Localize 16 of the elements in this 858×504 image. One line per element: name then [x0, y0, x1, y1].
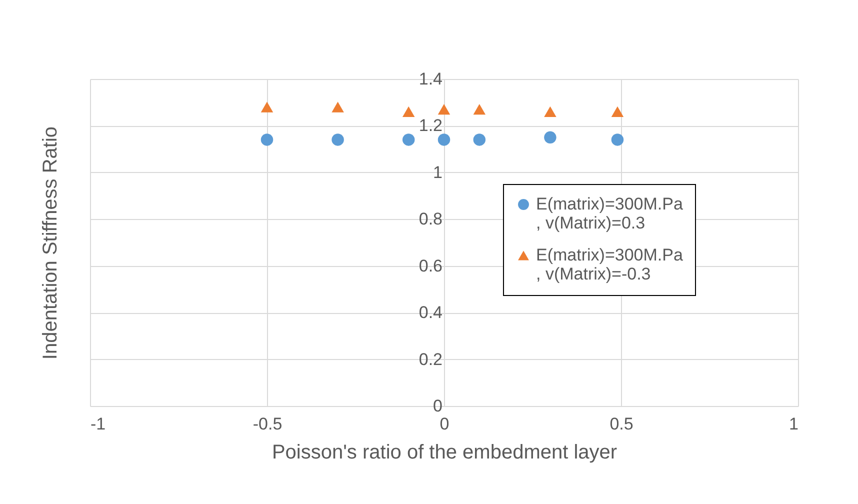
legend-label: E(matrix)=300M.Pa , v(Matrix)=0.3 [536, 194, 684, 232]
y-tick-label: 1 [433, 162, 442, 182]
x-tick-label: 1 [789, 414, 798, 434]
y-tick-label: 0.4 [418, 303, 442, 322]
legend-label: E(matrix)=300M.Pa , v(Matrix)=-0.3 [536, 246, 684, 284]
y-tick-label: 0 [433, 396, 442, 416]
y-axis-title: Indentation Stiffness Ratio [40, 126, 62, 360]
y-tick-label: 1.2 [418, 116, 442, 136]
x-axis-title: Poisson's ratio of the embedment layer [272, 442, 618, 464]
x-tick-label: 0.5 [610, 414, 634, 434]
x-tick-label: -1 [90, 414, 106, 434]
y-tick-label: 0.8 [418, 210, 442, 229]
x-tick-label: -0.5 [252, 414, 282, 434]
y-tick-label: 1.4 [418, 70, 442, 88]
y-tick-label: 0.6 [418, 256, 442, 276]
y-tick-label: 0.2 [418, 350, 442, 369]
